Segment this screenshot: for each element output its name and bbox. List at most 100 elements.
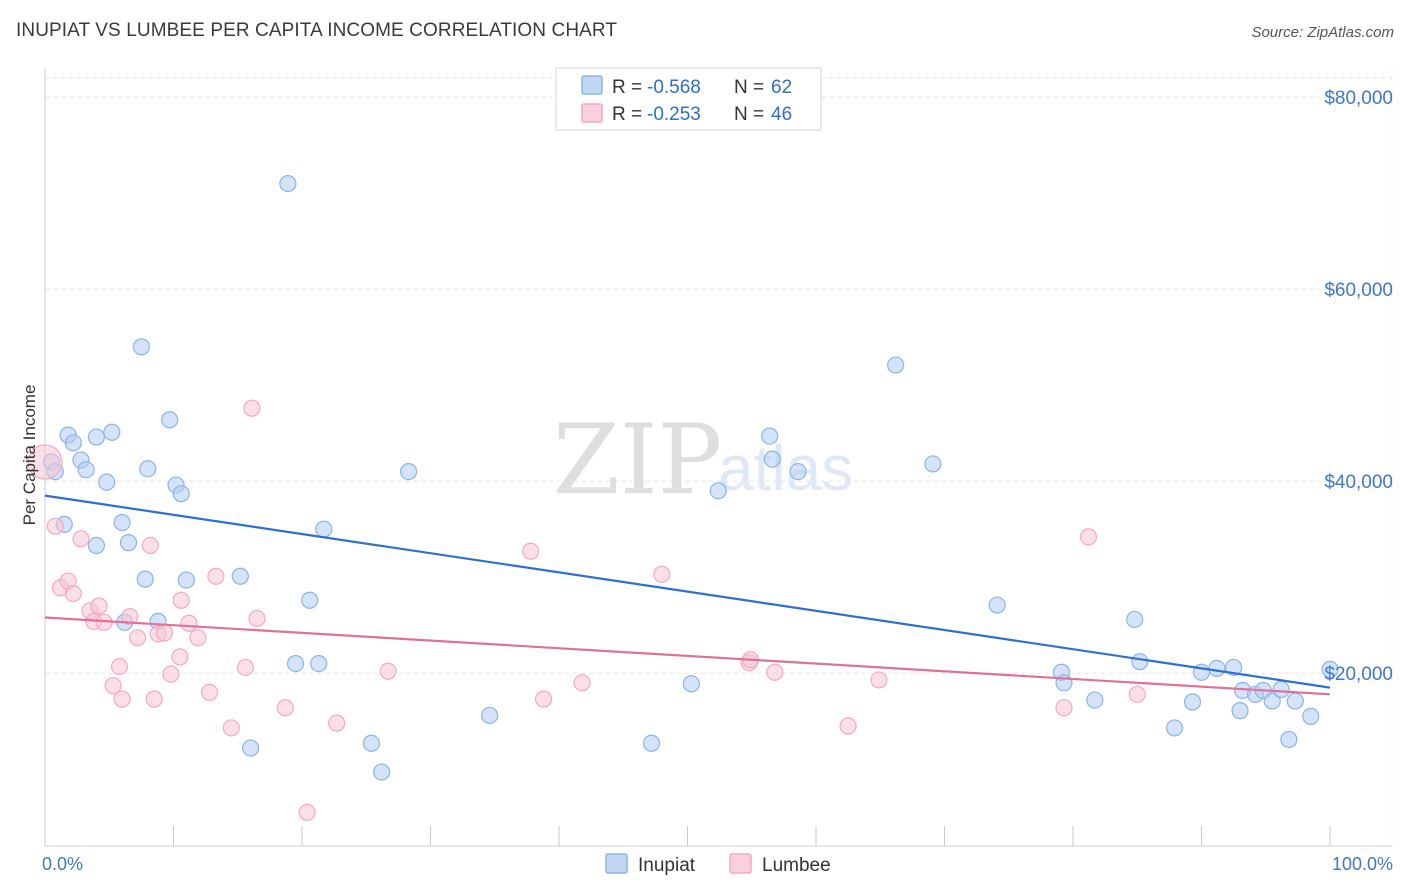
point-inupiat-21 [177, 571, 195, 589]
point-inupiat-51 [1225, 658, 1243, 677]
point-lumbee-18 [162, 665, 180, 683]
point-lumbee-44 [1128, 685, 1146, 703]
legend-n-label-inupiat: N = [734, 77, 764, 98]
point-lumbee-4 [72, 530, 90, 548]
x-tick-label-start: 0.0% [42, 854, 83, 874]
point-inupiat-61 [1321, 660, 1339, 678]
point-lumbee-15 [145, 690, 163, 708]
data-points [27, 175, 1339, 822]
point-inupiat-30 [373, 763, 391, 781]
point-lumbee-23 [200, 683, 219, 702]
legend-r-label-lumbee: R = [612, 104, 642, 125]
legend-r-value-inupiat: -0.568 [647, 77, 701, 98]
bottom-legend-label-lumbee: Lumbee [762, 855, 831, 876]
bottom-legend-label-inupiat: Inupiat [638, 855, 696, 876]
grid-lines [45, 77, 1392, 674]
point-inupiat-44 [1086, 691, 1104, 709]
legend-swatch-inupiat [581, 75, 603, 95]
watermark-zip: ZIP [553, 404, 722, 516]
point-lumbee-17 [155, 624, 174, 642]
point-inupiat-41 [988, 596, 1006, 614]
point-lumbee-33 [522, 542, 540, 560]
bottom-legend-swatch-lumbee [729, 853, 752, 874]
point-inupiat-45 [1126, 610, 1144, 629]
point-lumbee-30 [298, 803, 316, 822]
point-inupiat-37 [763, 450, 781, 468]
point-lumbee-31 [328, 714, 346, 732]
legend-r-value-lumbee: -0.253 [647, 104, 701, 125]
point-inupiat-31 [400, 463, 418, 481]
point-lumbee-12 [121, 607, 139, 626]
point-lumbee-10 [110, 657, 129, 676]
bottom-legend: Inupiat Lumbee [605, 853, 831, 876]
point-lumbee-29 [276, 699, 294, 717]
point-inupiat-48 [1183, 693, 1202, 711]
trend-line-lumbee [44, 616, 1331, 696]
point-inupiat-10 [103, 423, 121, 441]
point-inupiat-22 [231, 567, 249, 585]
point-inupiat-40 [924, 455, 942, 473]
point-inupiat-39 [887, 356, 905, 374]
point-lumbee-20 [172, 591, 190, 609]
point-lumbee-40 [839, 717, 857, 735]
point-inupiat-60 [1302, 707, 1320, 726]
point-lumbee-42 [1055, 699, 1073, 717]
point-lumbee-39 [766, 663, 784, 681]
point-inupiat-36 [761, 427, 779, 445]
point-lumbee-0 [46, 517, 64, 535]
point-lumbee-3 [64, 584, 82, 603]
legend-n-value-inupiat: 62 [771, 77, 792, 98]
point-inupiat-25 [286, 654, 305, 673]
point-lumbee-11 [113, 690, 131, 708]
legend-swatch-lumbee [581, 103, 603, 123]
point-inupiat-20 [172, 485, 190, 503]
point-inupiat-57 [1272, 680, 1290, 699]
trend-line-inupiat [44, 494, 1331, 689]
point-lumbee-35 [573, 674, 591, 692]
point-lumbee-7 [90, 597, 108, 615]
watermark-atlas: atlas [718, 432, 853, 504]
trend-lines [44, 494, 1331, 696]
point-lumbee-14 [141, 536, 159, 555]
y-tick-label-2: $60,000 [1324, 280, 1393, 301]
point-inupiat-16 [139, 460, 157, 478]
point-inupiat-29 [362, 734, 380, 752]
point-inupiat-7 [87, 536, 106, 555]
watermark: ZIP atlas [553, 404, 853, 516]
point-lumbee-45 [27, 444, 63, 480]
chart-title: INUPIAT VS LUMBEE PER CAPITA INCOME CORR… [16, 20, 618, 41]
point-inupiat-38 [789, 463, 807, 481]
point-lumbee-36 [653, 565, 671, 583]
y-tick-label-0: $20,000 [1324, 664, 1393, 685]
point-inupiat-8 [87, 428, 106, 446]
point-inupiat-52 [1231, 702, 1249, 720]
point-inupiat-24 [279, 175, 297, 193]
point-inupiat-46 [1131, 653, 1149, 671]
point-inupiat-11 [113, 513, 131, 532]
point-lumbee-19 [171, 648, 189, 666]
point-inupiat-35 [709, 482, 727, 500]
point-lumbee-34 [534, 690, 553, 708]
point-inupiat-18 [161, 411, 179, 429]
point-inupiat-33 [642, 734, 661, 752]
x-tick-label-end: 100.0% [1332, 854, 1393, 874]
source-credit: Source: ZipAtlas.com [1251, 24, 1394, 41]
point-inupiat-23 [242, 739, 260, 757]
y-axis-label: Per Capita Income [20, 385, 39, 526]
point-lumbee-26 [236, 658, 255, 677]
point-lumbee-24 [207, 567, 225, 585]
point-inupiat-13 [119, 534, 138, 552]
point-lumbee-22 [189, 629, 207, 647]
point-inupiat-58 [1280, 730, 1298, 749]
point-inupiat-56 [1263, 692, 1281, 710]
point-lumbee-32 [379, 662, 397, 680]
point-lumbee-21 [180, 614, 198, 632]
point-lumbee-28 [248, 609, 266, 628]
y-tick-labels: $20,000 $40,000 $60,000 $80,000 [1324, 88, 1393, 685]
point-inupiat-27 [310, 654, 328, 673]
point-lumbee-25 [222, 719, 240, 737]
legend-n-label-lumbee: N = [734, 104, 764, 125]
bottom-legend-swatch-inupiat [605, 853, 628, 874]
point-lumbee-27 [243, 399, 261, 417]
